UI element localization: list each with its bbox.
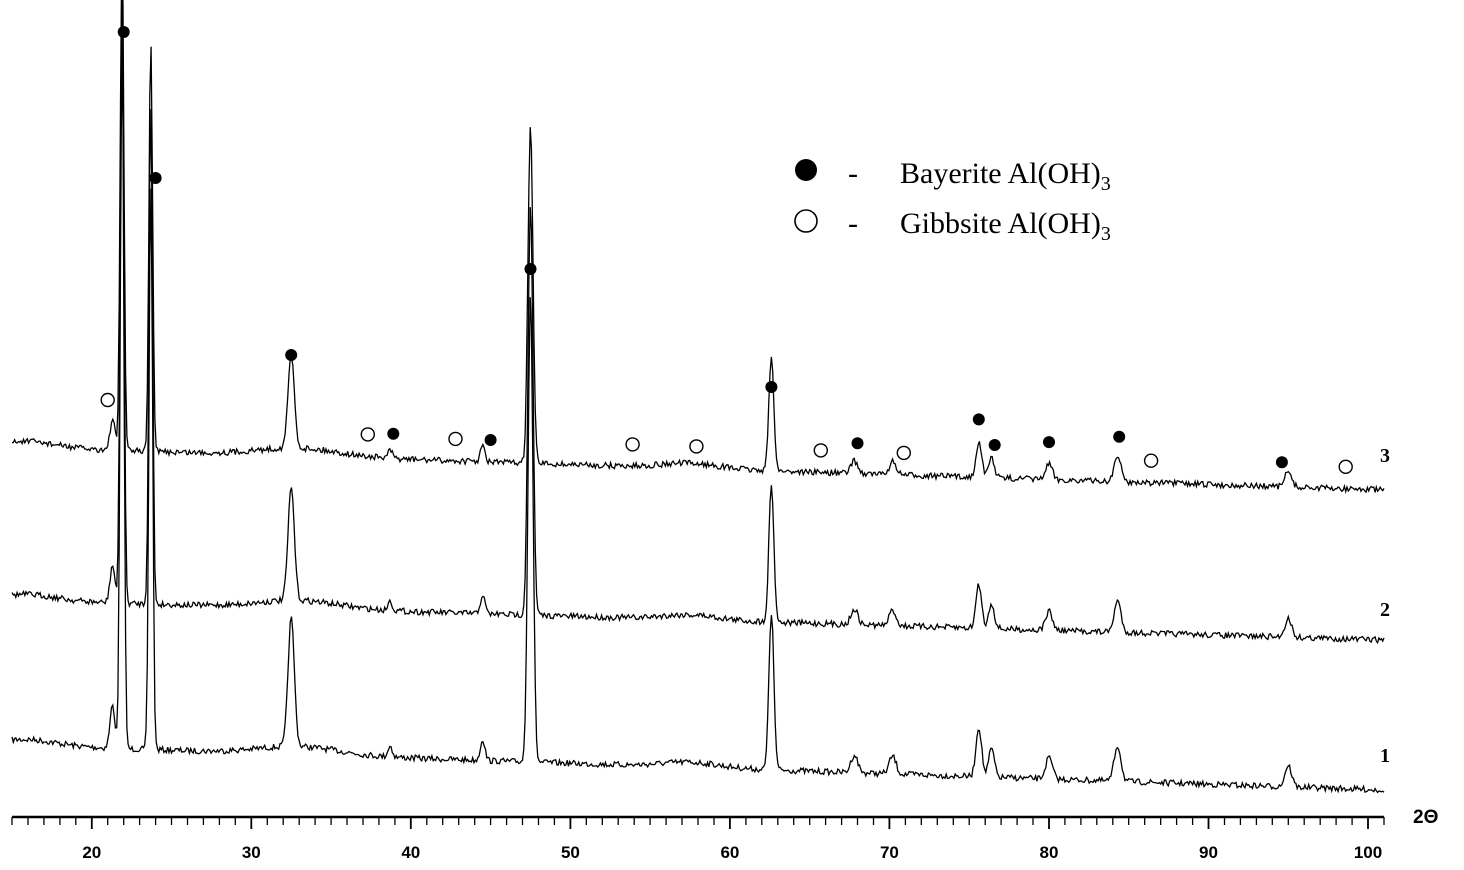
bayerite-marker <box>765 381 778 393</box>
tick-label-70: 70 <box>880 843 899 862</box>
bayerite-marker <box>484 434 497 446</box>
gibbsite-marker <box>448 431 463 447</box>
curve-label-3: 3 <box>1380 445 1390 467</box>
x-axis-ticks <box>11 817 1385 829</box>
legend-bayerite-dash: - <box>848 157 858 190</box>
legend-gibbsite-subscript: 3 <box>1101 223 1111 245</box>
curve-3 <box>12 0 1385 495</box>
legend-bayerite-label: Bayerite Al(OH)3 <box>900 157 1111 195</box>
legend-gibbsite-marker <box>794 209 818 233</box>
curve-labels: 1 2 3 <box>1380 445 1390 767</box>
gibbsite-marker <box>689 439 704 454</box>
bayerite-marker <box>149 172 162 184</box>
legend-bayerite-subscript: 3 <box>1101 173 1111 195</box>
tick-label-100: 100 <box>1354 843 1382 862</box>
gibbsite-marker <box>625 437 640 452</box>
x-axis-title: 2Θ <box>1413 807 1438 828</box>
phase-markers <box>100 26 1353 474</box>
bayerite-marker <box>988 439 1001 451</box>
legend-gibbsite-name: Gibbsite <box>900 207 1002 240</box>
gibbsite-marker <box>813 443 828 458</box>
bayerite-marker <box>1113 430 1126 443</box>
bayerite-marker <box>1043 436 1055 449</box>
curve-label-2: 2 <box>1380 599 1390 621</box>
diffraction-curves <box>11 0 1385 794</box>
legend: - Bayerite Al(OH)3 - Gibbsite Al(OH)3 <box>794 157 1111 245</box>
curve-1 <box>11 45 1385 794</box>
bayerite-marker <box>524 263 537 275</box>
tick-label-50: 50 <box>561 843 580 862</box>
tick-label-30: 30 <box>242 843 261 862</box>
x-axis-tick-labels: 20 30 40 50 60 70 80 90 100 <box>82 843 1382 862</box>
bayerite-marker <box>1275 456 1288 469</box>
legend-bayerite-marker <box>795 159 817 181</box>
tick-label-90: 90 <box>1199 843 1218 862</box>
gibbsite-marker <box>896 445 911 461</box>
curve-label-1: 1 <box>1380 745 1390 767</box>
x-axis: 20 30 40 50 60 70 80 90 100 2Θ <box>11 807 1438 862</box>
legend-bayerite-formula: Al(OH) <box>1007 157 1100 190</box>
curve-2 <box>11 0 1385 645</box>
legend-gibbsite-formula: Al(OH) <box>1008 207 1101 240</box>
tick-label-20: 20 <box>82 843 101 862</box>
tick-label-60: 60 <box>720 843 739 862</box>
gibbsite-marker <box>1338 459 1353 474</box>
gibbsite-marker <box>100 392 115 408</box>
legend-gibbsite-dash: - <box>848 207 858 240</box>
gibbsite-marker <box>360 427 375 442</box>
bayerite-marker <box>387 427 400 440</box>
legend-gibbsite-label: Gibbsite Al(OH)3 <box>900 207 1111 245</box>
tick-label-40: 40 <box>401 843 420 862</box>
bayerite-marker <box>972 413 985 426</box>
gibbsite-marker <box>1143 453 1159 468</box>
bayerite-marker <box>117 26 130 38</box>
bayerite-marker <box>851 437 864 450</box>
tick-label-80: 80 <box>1040 843 1059 862</box>
bayerite-marker <box>285 349 298 361</box>
legend-bayerite-name: Bayerite <box>900 157 1002 190</box>
